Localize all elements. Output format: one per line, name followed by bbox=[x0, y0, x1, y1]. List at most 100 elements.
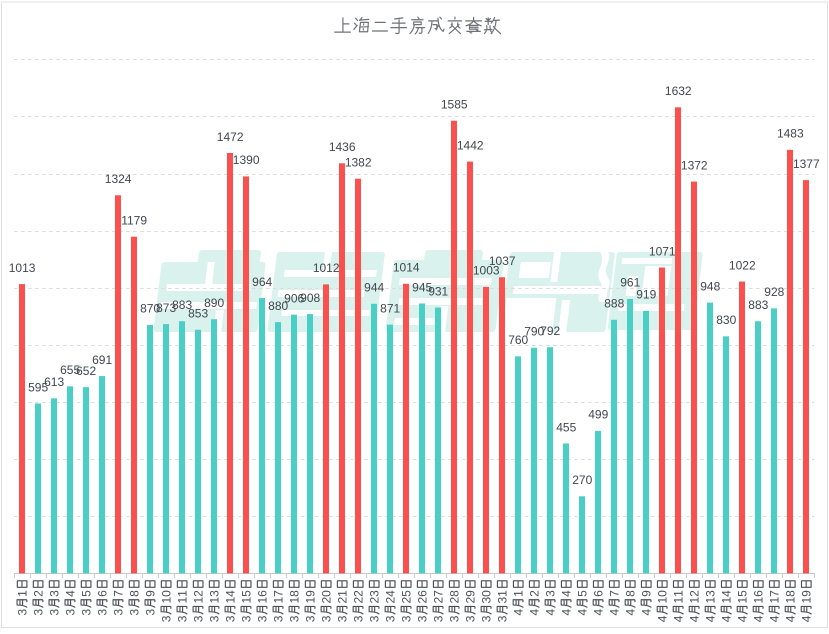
svg-text:948: 948 bbox=[700, 279, 720, 293]
svg-text:3: 3 bbox=[207, 615, 221, 622]
svg-text:0: 0 bbox=[655, 590, 669, 597]
svg-text:8: 8 bbox=[783, 590, 797, 597]
svg-text:1632: 1632 bbox=[665, 84, 692, 98]
svg-text:2: 2 bbox=[319, 597, 333, 604]
svg-text:4: 4 bbox=[655, 615, 669, 622]
svg-text:1: 1 bbox=[287, 597, 301, 604]
svg-text:499: 499 bbox=[588, 408, 608, 422]
svg-text:2: 2 bbox=[351, 590, 365, 597]
svg-text:4: 4 bbox=[223, 590, 237, 597]
svg-text:3: 3 bbox=[287, 615, 301, 622]
svg-text:3: 3 bbox=[399, 615, 413, 622]
svg-text:3: 3 bbox=[495, 597, 509, 604]
svg-text:3: 3 bbox=[383, 615, 397, 622]
svg-text:4: 4 bbox=[591, 609, 605, 616]
svg-text:4: 4 bbox=[543, 609, 557, 616]
svg-text:1: 1 bbox=[671, 597, 685, 604]
svg-text:3: 3 bbox=[703, 590, 717, 597]
svg-text:270: 270 bbox=[572, 473, 592, 487]
svg-text:4: 4 bbox=[63, 590, 77, 597]
svg-text:4: 4 bbox=[527, 609, 541, 616]
svg-text:2: 2 bbox=[399, 597, 413, 604]
svg-text:7: 7 bbox=[607, 590, 621, 597]
svg-text:595: 595 bbox=[28, 380, 48, 394]
svg-text:3: 3 bbox=[175, 615, 189, 622]
svg-text:4: 4 bbox=[719, 590, 733, 597]
svg-text:3: 3 bbox=[351, 615, 365, 622]
svg-text:0: 0 bbox=[319, 590, 333, 597]
svg-text:931: 931 bbox=[428, 284, 448, 298]
svg-text:4: 4 bbox=[735, 615, 749, 622]
svg-text:1: 1 bbox=[159, 597, 173, 604]
svg-text:760: 760 bbox=[508, 333, 528, 347]
svg-text:3: 3 bbox=[271, 615, 285, 622]
svg-text:4: 4 bbox=[575, 609, 589, 616]
svg-text:0: 0 bbox=[479, 590, 493, 597]
svg-text:792: 792 bbox=[540, 324, 560, 338]
svg-text:1: 1 bbox=[703, 597, 717, 604]
svg-text:0: 0 bbox=[159, 590, 173, 597]
svg-text:3: 3 bbox=[47, 590, 61, 597]
svg-text:3: 3 bbox=[431, 615, 445, 622]
svg-text:3: 3 bbox=[255, 615, 269, 622]
svg-text:1037: 1037 bbox=[489, 254, 516, 268]
svg-text:790: 790 bbox=[524, 325, 544, 339]
svg-text:3: 3 bbox=[47, 609, 61, 616]
svg-text:3: 3 bbox=[127, 609, 141, 616]
svg-text:2: 2 bbox=[527, 590, 541, 597]
svg-text:4: 4 bbox=[687, 615, 701, 622]
svg-text:6: 6 bbox=[591, 590, 605, 597]
svg-text:1: 1 bbox=[175, 590, 189, 597]
svg-text:3: 3 bbox=[415, 615, 429, 622]
svg-text:1372: 1372 bbox=[681, 158, 708, 172]
svg-text:1: 1 bbox=[303, 597, 317, 604]
svg-text:1: 1 bbox=[735, 597, 749, 604]
svg-text:1013: 1013 bbox=[9, 261, 36, 275]
svg-text:3: 3 bbox=[479, 615, 493, 622]
svg-text:4: 4 bbox=[559, 609, 573, 616]
svg-text:8: 8 bbox=[623, 590, 637, 597]
svg-text:2: 2 bbox=[335, 597, 349, 604]
svg-text:1071: 1071 bbox=[649, 244, 676, 258]
svg-text:1012: 1012 bbox=[313, 261, 340, 275]
svg-text:2: 2 bbox=[191, 590, 205, 597]
svg-text:4: 4 bbox=[719, 615, 733, 622]
svg-text:5: 5 bbox=[239, 590, 253, 597]
svg-text:2: 2 bbox=[383, 597, 397, 604]
svg-text:3: 3 bbox=[143, 609, 157, 616]
svg-text:908: 908 bbox=[300, 291, 320, 305]
svg-text:6: 6 bbox=[751, 590, 765, 597]
svg-text:1: 1 bbox=[511, 590, 525, 597]
svg-text:888: 888 bbox=[604, 297, 624, 311]
svg-text:4: 4 bbox=[623, 609, 637, 616]
svg-text:2: 2 bbox=[415, 597, 429, 604]
svg-text:964: 964 bbox=[252, 275, 272, 289]
svg-text:3: 3 bbox=[191, 615, 205, 622]
svg-text:1: 1 bbox=[671, 590, 685, 597]
svg-text:1: 1 bbox=[15, 590, 29, 597]
svg-text:4: 4 bbox=[767, 615, 781, 622]
svg-text:3: 3 bbox=[31, 609, 45, 616]
svg-text:1: 1 bbox=[687, 597, 701, 604]
svg-text:2: 2 bbox=[447, 597, 461, 604]
svg-text:3: 3 bbox=[447, 615, 461, 622]
svg-text:870: 870 bbox=[140, 302, 160, 316]
svg-text:1390: 1390 bbox=[233, 153, 260, 167]
svg-text:961: 961 bbox=[620, 276, 640, 290]
svg-text:1: 1 bbox=[271, 597, 285, 604]
svg-text:5: 5 bbox=[79, 590, 93, 597]
svg-text:3: 3 bbox=[543, 590, 557, 597]
svg-text:4: 4 bbox=[511, 609, 525, 616]
svg-text:5: 5 bbox=[399, 590, 413, 597]
svg-text:3: 3 bbox=[15, 609, 29, 616]
svg-text:1: 1 bbox=[800, 597, 814, 604]
svg-text:4: 4 bbox=[671, 615, 685, 622]
svg-text:1436: 1436 bbox=[329, 140, 356, 154]
svg-text:3: 3 bbox=[63, 609, 77, 616]
svg-text:3: 3 bbox=[159, 615, 173, 622]
svg-text:1472: 1472 bbox=[217, 130, 244, 144]
svg-text:3: 3 bbox=[335, 615, 349, 622]
svg-text:883: 883 bbox=[748, 298, 768, 312]
svg-text:6: 6 bbox=[415, 590, 429, 597]
svg-text:1022: 1022 bbox=[729, 258, 756, 272]
